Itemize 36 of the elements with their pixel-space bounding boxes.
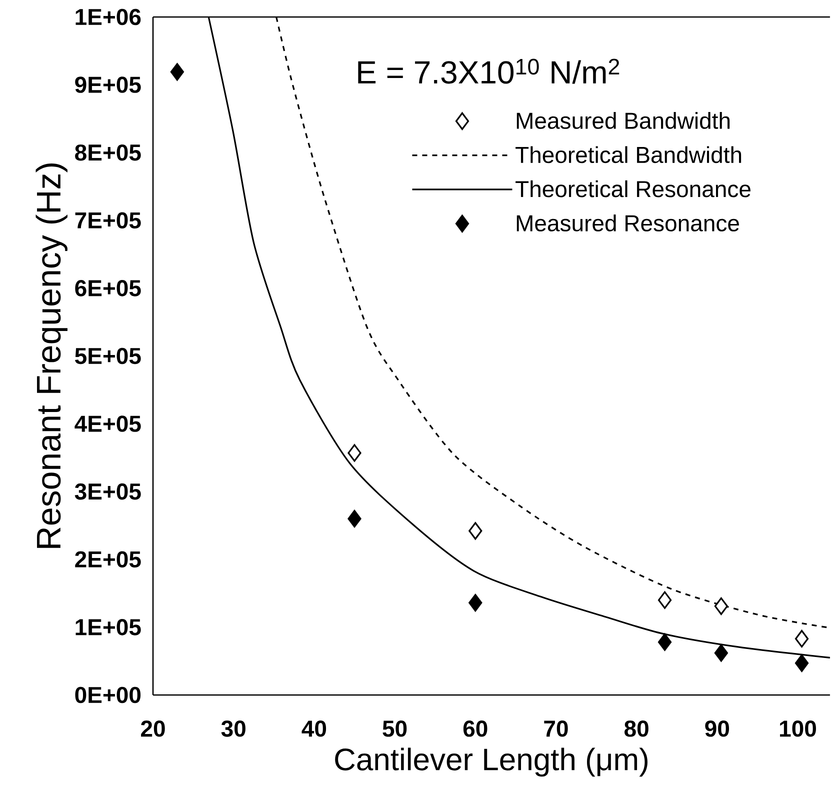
point <box>658 591 672 609</box>
point <box>658 633 672 651</box>
x-tick-label: 70 <box>544 720 568 737</box>
point <box>170 63 184 81</box>
y-tick-label: 1E+05 <box>76 619 141 636</box>
annotation: E = 7.3X10$^{10}$ N/m$^{2}$ <box>358 58 620 84</box>
point <box>348 444 362 462</box>
x-tick-label: 100 <box>780 720 816 737</box>
legend-label: Measured Bandwidth <box>516 112 730 129</box>
x-tick-label: 30 <box>221 720 246 737</box>
point <box>468 522 482 540</box>
x-tick-label: 80 <box>624 720 648 737</box>
legend-label: Theoretical Resonance <box>516 180 750 198</box>
y-tick-label: 8E+05 <box>75 144 141 161</box>
x-tick-label: 60 <box>463 720 488 737</box>
y-tick-label: 2E+05 <box>75 551 141 568</box>
y-axis-title: Resonant Frequency (Hz) <box>36 164 68 548</box>
y-tick-label: 6E+05 <box>75 280 141 296</box>
x-tick-label: 40 <box>302 720 326 737</box>
y-tick-label: 4E+05 <box>74 416 141 432</box>
x-tick-label: 20 <box>141 720 165 737</box>
y-tick-label: 9E+05 <box>75 76 141 93</box>
x-axis-title: Cantilever Length (μm) <box>335 748 648 777</box>
x-tick-label: 50 <box>382 720 407 737</box>
y-tick-label: 7E+05 <box>75 212 141 229</box>
y-tick-label: 3E+05 <box>74 483 141 500</box>
point <box>714 644 728 662</box>
legend-label: Theoretical Bandwidth <box>516 146 742 164</box>
y-tick-label: 0E+00 <box>75 686 141 704</box>
y-tick-label: 1E+06 <box>76 8 141 26</box>
legend-label: Measured Resonance <box>516 214 739 232</box>
point <box>714 597 728 615</box>
x-tick-label: 90 <box>705 720 730 737</box>
point <box>468 594 482 612</box>
y-tick-label: 5E+05 <box>75 348 141 364</box>
point <box>348 510 362 528</box>
